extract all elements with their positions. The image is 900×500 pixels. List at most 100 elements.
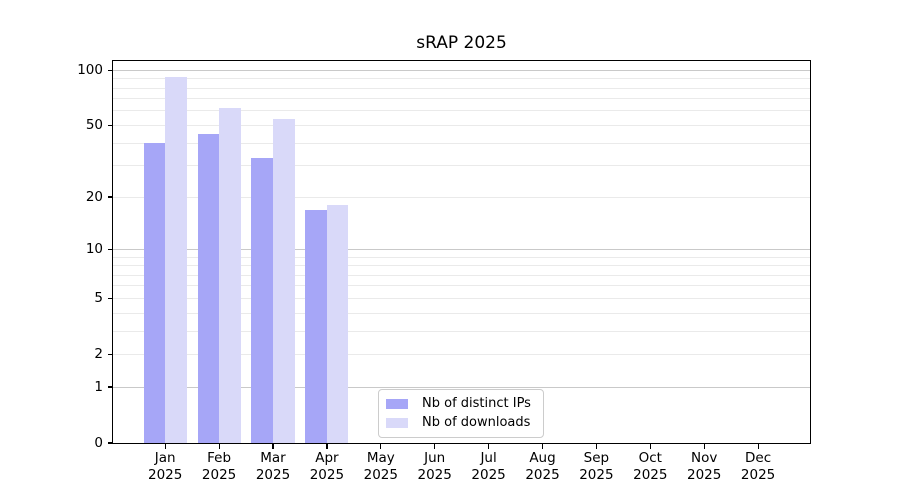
gridline-4 xyxy=(113,312,810,314)
bar-distinct-ips-feb xyxy=(197,133,220,443)
x-tick-mark-mar xyxy=(272,444,274,449)
bar-downloads-apr xyxy=(326,205,349,443)
month-year: 2025 xyxy=(417,466,452,483)
x-tick-mark-may xyxy=(380,444,382,449)
y-tick-mark-5 xyxy=(108,297,113,299)
y-tick-label-5: 5 xyxy=(94,289,103,306)
y-tick-label-1: 1 xyxy=(94,378,103,395)
gridline-10 xyxy=(113,248,810,250)
gridline-90 xyxy=(113,78,810,80)
month-year: 2025 xyxy=(633,466,668,483)
y-tick-label-2: 2 xyxy=(94,345,103,362)
legend-swatch-distinct-ips xyxy=(386,398,408,409)
x-tick-label-jun: Jun 2025 xyxy=(403,450,467,483)
month-name: Sep xyxy=(583,450,610,466)
bar-downloads-feb xyxy=(219,108,241,443)
y-tick-label-100: 100 xyxy=(77,61,103,78)
month-name: Dec xyxy=(745,450,772,466)
x-tick-label-nov: Nov 2025 xyxy=(672,450,736,483)
month-name: May xyxy=(366,450,395,466)
gridline-100 xyxy=(113,69,810,71)
x-tick-label-mar: Mar 2025 xyxy=(241,450,305,483)
month-year: 2025 xyxy=(201,466,237,483)
month-name: Feb xyxy=(207,450,232,466)
gridline-6 xyxy=(113,285,810,287)
month-year: 2025 xyxy=(687,466,722,483)
gridline-30 xyxy=(113,165,810,167)
gridline-3 xyxy=(113,330,810,332)
y-tick-mark-10 xyxy=(108,248,113,250)
x-tick-mark-sep xyxy=(595,444,598,449)
x-tick-label-oct: Oct 2025 xyxy=(618,450,682,483)
month-year: 2025 xyxy=(309,466,345,483)
x-tick-mark-jan xyxy=(164,444,166,449)
month-name: Oct xyxy=(638,450,662,466)
y-tick-mark-20 xyxy=(108,196,113,198)
gridline-20 xyxy=(113,196,810,198)
month-year: 2025 xyxy=(471,466,506,483)
x-tick-mark-apr xyxy=(326,444,328,449)
y-tick-mark-50 xyxy=(108,124,113,127)
x-tick-label-jan: Jan 2025 xyxy=(133,450,197,483)
month-name: Aug xyxy=(529,450,556,466)
month-name: Jul xyxy=(480,450,497,466)
gridline-7 xyxy=(113,274,810,276)
legend-label-downloads: Nb of downloads xyxy=(422,415,531,430)
bar-downloads-jan xyxy=(165,76,187,443)
x-tick-mark-dec xyxy=(757,444,759,449)
gridline-5 xyxy=(113,297,810,299)
y-tick-mark-100 xyxy=(108,69,113,71)
x-tick-mark-nov xyxy=(703,444,705,449)
bar-distinct-ips-apr xyxy=(305,209,327,443)
x-tick-mark-jul xyxy=(488,444,490,449)
x-tick-mark-aug xyxy=(541,444,544,449)
bar-distinct-ips-mar xyxy=(251,158,273,443)
y-tick-label-20: 20 xyxy=(85,188,103,205)
legend-entry-downloads: Nb of downloads xyxy=(386,415,535,430)
y-tick-mark-0 xyxy=(108,442,113,444)
y-tick-label-10: 10 xyxy=(85,240,103,257)
bar-downloads-mar xyxy=(273,119,295,443)
gridline-70 xyxy=(113,98,810,100)
gridline-60 xyxy=(113,110,810,112)
month-year: 2025 xyxy=(740,466,776,483)
gridline-1 xyxy=(113,386,810,388)
gridline-40 xyxy=(113,142,810,144)
month-year: 2025 xyxy=(255,466,291,483)
plot-area: Nb of distinct IPs Nb of downloads xyxy=(112,60,811,444)
month-year: 2025 xyxy=(363,466,398,483)
y-tick-mark-1 xyxy=(108,386,113,388)
month-name: Nov xyxy=(691,450,718,466)
gridline-8 xyxy=(113,265,810,267)
month-year: 2025 xyxy=(579,466,614,483)
month-year: 2025 xyxy=(525,466,560,483)
gridline-2 xyxy=(113,353,810,355)
chart-title: sRAP 2025 xyxy=(416,33,507,53)
y-tick-mark-2 xyxy=(108,353,113,355)
y-tick-label-50: 50 xyxy=(85,116,103,133)
gridline-80 xyxy=(113,87,810,89)
x-tick-label-may: May 2025 xyxy=(349,450,413,483)
gridline-50 xyxy=(113,124,810,126)
x-tick-label-feb: Feb 2025 xyxy=(187,450,251,483)
month-name: Jan xyxy=(154,450,176,466)
bar-distinct-ips-jan xyxy=(143,143,166,443)
legend-label-distinct-ips: Nb of distinct IPs xyxy=(422,396,531,411)
x-tick-label-aug: Aug 2025 xyxy=(511,450,575,483)
month-name: Mar xyxy=(260,450,286,466)
x-tick-label-apr: Apr 2025 xyxy=(295,450,359,483)
month-name: Jun xyxy=(424,450,446,466)
x-tick-label-dec: Dec 2025 xyxy=(726,450,790,483)
x-tick-mark-oct xyxy=(649,444,651,449)
x-tick-mark-jun xyxy=(434,444,436,449)
x-tick-label-sep: Sep 2025 xyxy=(564,450,628,483)
gridline-9 xyxy=(113,256,810,258)
x-tick-mark-feb xyxy=(218,444,220,449)
legend-swatch-downloads xyxy=(386,417,408,428)
month-name: Apr xyxy=(315,450,339,466)
month-year: 2025 xyxy=(148,466,183,483)
legend: Nb of distinct IPs Nb of downloads xyxy=(378,389,544,438)
x-tick-label-jul: Jul 2025 xyxy=(457,450,521,483)
legend-entry-distinct-ips: Nb of distinct IPs xyxy=(386,396,535,411)
